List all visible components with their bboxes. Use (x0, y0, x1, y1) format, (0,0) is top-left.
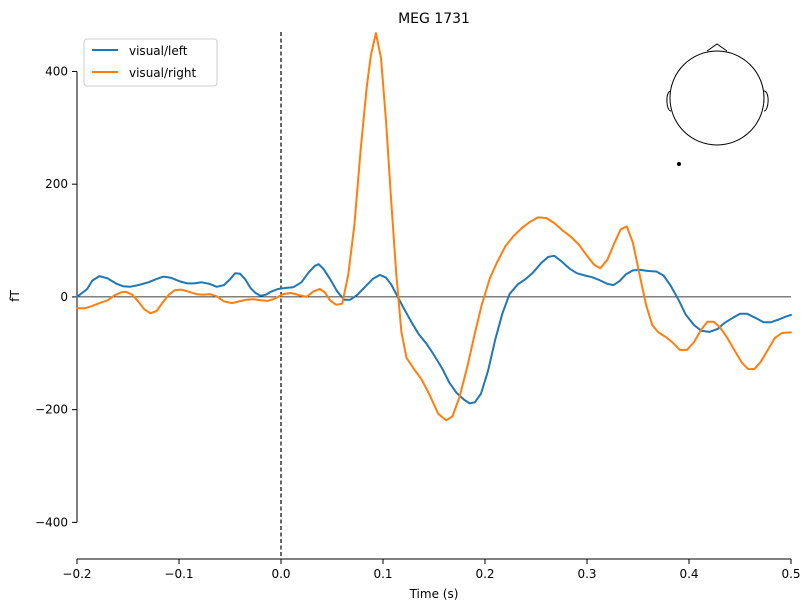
plot-axes: −0.2 −0.1 0.0 0.1 0.2 0.3 0.4 0.5 −400 −200 0 200 40… (35, 32, 801, 581)
x-tick-label: 0.0 (271, 567, 290, 581)
sensor-head-inset (666, 43, 769, 166)
chart-title: MEG 1731 (398, 11, 470, 27)
legend-label-visual-right: visual/right (129, 66, 197, 80)
series-line-visual-right (76, 32, 792, 422)
legend: visual/left visual/right (83, 38, 218, 87)
y-tick-label: 0 (60, 290, 68, 304)
x-tick-label: 0.2 (475, 567, 494, 581)
x-tick-label: 0.3 (577, 567, 596, 581)
x-tick-label: −0.2 (62, 567, 91, 581)
plot-series (76, 32, 792, 422)
head-right-ear-icon (763, 90, 769, 112)
sensor-location-dot (677, 162, 681, 166)
y-tick-label: 200 (45, 177, 68, 191)
x-tick-label: 0.5 (781, 567, 800, 581)
head-outline-icon (669, 50, 765, 146)
head-nose-icon (706, 43, 728, 52)
x-tick-label: 0.1 (373, 567, 392, 581)
legend-label-visual-left: visual/left (129, 44, 188, 58)
y-tick-label: −400 (35, 515, 68, 529)
y-tick-label: −200 (35, 403, 68, 417)
y-axis-label: fT (8, 290, 22, 302)
x-tick-label: −0.1 (164, 567, 193, 581)
series-line-visual-left (76, 254, 792, 405)
x-axis-label: Time (s) (409, 587, 459, 601)
x-tick-label: 0.4 (679, 567, 698, 581)
y-tick-label: 400 (45, 64, 68, 78)
